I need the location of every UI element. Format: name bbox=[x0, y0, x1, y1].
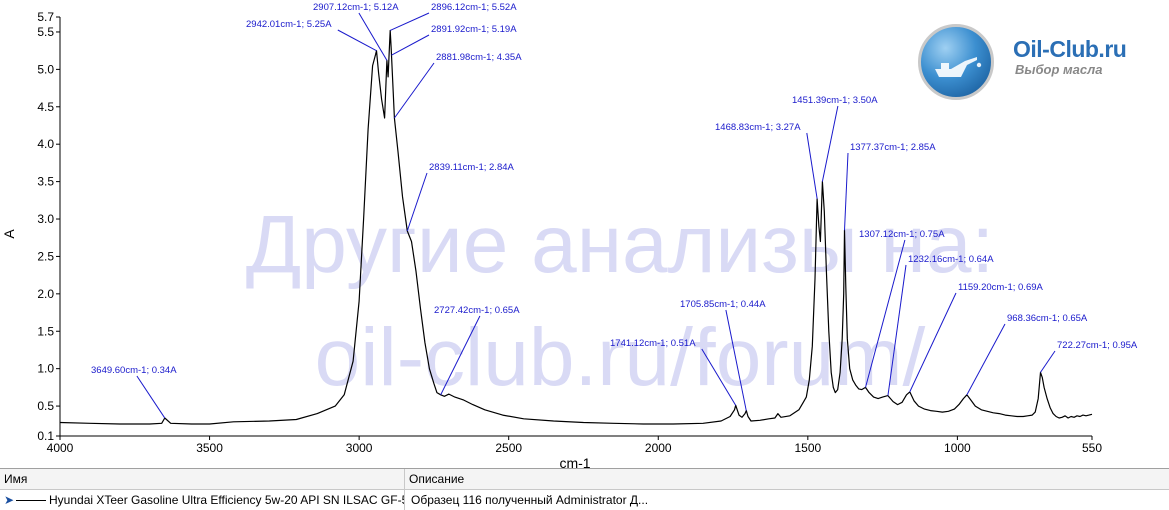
peak-annotation-leader bbox=[865, 239, 906, 388]
legend-row-description[interactable]: Образец 116 полученный Administrator Д..… bbox=[411, 493, 649, 507]
x-tick-label: 4000 bbox=[47, 441, 74, 455]
y-tick-label: 5.0 bbox=[37, 62, 54, 76]
peak-annotation-leader bbox=[844, 152, 849, 231]
peak-annotation-leader bbox=[725, 309, 747, 411]
peak-annotation-leader bbox=[358, 12, 388, 61]
y-axis-title: A bbox=[1, 229, 17, 239]
y-tick-label: 3.5 bbox=[37, 175, 54, 189]
logo-title: Oil-Club.ru bbox=[1013, 36, 1127, 62]
peak-annotation-leader bbox=[406, 172, 428, 232]
peak-annotation-label: 3649.60cm-1; 0.34A bbox=[91, 365, 177, 376]
spectrum-chart: Другие анализы на: oil-club.ru/forum/ 40… bbox=[1, 2, 1148, 468]
x-tick-label: 3000 bbox=[346, 441, 373, 455]
x-tick-label: 550 bbox=[1082, 441, 1102, 455]
peak-annotation-label: 2891.92cm-1; 5.19A bbox=[431, 24, 517, 35]
y-tick-label: 1.0 bbox=[37, 362, 54, 376]
watermark-line-2: oil-club.ru/forum/ bbox=[315, 312, 926, 403]
peak-annotation-leader bbox=[389, 12, 430, 31]
plot-series bbox=[59, 29, 1093, 425]
y-tick-label: 3.0 bbox=[37, 212, 54, 226]
watermark-line-1: Другие анализы на: bbox=[246, 199, 994, 290]
peak-annotation-leader bbox=[394, 62, 435, 119]
peak-annotation-leader bbox=[909, 292, 957, 393]
y-tick-label: 1.5 bbox=[37, 324, 54, 338]
peak-annotation-label: 1468.83cm-1; 3.27A bbox=[715, 122, 801, 133]
y-tick-label: 2.5 bbox=[37, 249, 54, 263]
peak-annotation-leader bbox=[887, 264, 907, 396]
peak-annotation-label: 2881.98cm-1; 4.35A bbox=[436, 52, 522, 63]
peak-annotation-leader bbox=[391, 34, 430, 56]
plot-axes: 4000 3500 3000 2500 2000 1500 1000 550 0.1 0.5 1.0… bbox=[37, 10, 1102, 455]
peak-annotation-label: 2839.11cm-1; 2.84A bbox=[429, 162, 515, 173]
column-header-description[interactable]: Описание bbox=[409, 472, 465, 486]
peak-annotation-leader bbox=[806, 132, 818, 199]
x-tick-label: 3500 bbox=[196, 441, 223, 455]
x-tick-label: 1000 bbox=[944, 441, 971, 455]
y-tick-label: 5.5 bbox=[37, 25, 54, 39]
peak-annotation-label: 1377.37cm-1; 2.85A bbox=[850, 142, 936, 153]
y-tick-label: 4.0 bbox=[37, 137, 54, 151]
peak-annotation-leader bbox=[136, 375, 166, 419]
peak-annotation-leader bbox=[701, 348, 737, 406]
table-row[interactable]: ➤ Hyundai XTeer Gasoline Ultra Efficiency… bbox=[0, 490, 1169, 510]
peak-annotation-label: 1741.12cm-1; 0.51A bbox=[610, 338, 696, 349]
x-tick-label: 1500 bbox=[794, 441, 821, 455]
x-axis-title: cm-1 bbox=[559, 455, 590, 468]
oil-can-icon bbox=[918, 24, 994, 100]
peak-annotation-label: 2896.12cm-1; 5.52A bbox=[431, 2, 517, 13]
y-tick-label: 0.1 bbox=[37, 429, 54, 443]
peak-annotation-label: 2942.01cm-1; 5.25A bbox=[246, 19, 332, 30]
legend-row-name-cell[interactable]: ➤ Hyundai XTeer Gasoline Ultra Efficiency… bbox=[0, 490, 405, 510]
logo-subtitle: Выбор масла bbox=[1015, 62, 1103, 77]
peak-annotation-label: 1705.85cm-1; 0.44A bbox=[680, 299, 766, 310]
column-header-name[interactable]: Имя bbox=[0, 469, 405, 489]
x-tick-label: 2000 bbox=[645, 441, 672, 455]
legend-header: Имя Описание bbox=[0, 469, 1169, 490]
legend-table: Имя Описание ➤ Hyundai XTeer Gasoline Ult… bbox=[0, 468, 1169, 510]
y-tick-label: 5.7 bbox=[37, 10, 54, 24]
legend-row-name: Hyundai XTeer Gasoline Ultra Efficiency … bbox=[49, 493, 405, 507]
peak-annotation-leader bbox=[440, 315, 481, 396]
spectrum-chart-svg: Другие анализы на: oil-club.ru/forum/ 40… bbox=[1, 2, 1138, 468]
series-line-swatch bbox=[16, 500, 46, 502]
peak-annotation-label: 1232.16cm-1; 0.64A bbox=[908, 254, 994, 265]
peak-annotation-leader bbox=[821, 105, 839, 182]
spectrum-line bbox=[59, 29, 1093, 425]
peak-annotation-label: 1307.12cm-1; 0.75A bbox=[859, 229, 945, 240]
peak-annotation-label: 968.36cm-1; 0.65A bbox=[1007, 313, 1088, 324]
row-pointer-icon: ➤ bbox=[4, 493, 15, 507]
peak-annotation-label: 1451.39cm-1; 3.50A bbox=[792, 95, 878, 106]
x-tick-label: 2500 bbox=[495, 441, 522, 455]
peak-annotation-leader bbox=[966, 323, 1006, 396]
peak-annotation-leader bbox=[337, 29, 377, 52]
peak-annotation-label: 722.27cm-1; 0.95A bbox=[1057, 340, 1138, 351]
y-tick-label: 4.5 bbox=[37, 100, 54, 114]
peak-annotation-leader bbox=[1040, 350, 1056, 373]
oil-club-logo: Oil-Club.ru Выбор масла bbox=[918, 22, 1148, 110]
peak-annotation-label: 1159.20cm-1; 0.69A bbox=[958, 282, 1044, 293]
peak-annotation-label: 2727.42cm-1; 0.65A bbox=[434, 305, 520, 316]
peak-annotations: 3649.60cm-1; 0.34A 2942.01cm-1; 5.25A 2907… bbox=[91, 2, 1138, 419]
peak-annotation-label: 2907.12cm-1; 5.12A bbox=[313, 2, 399, 13]
y-tick-label: 2.0 bbox=[37, 287, 54, 301]
watermark: Другие анализы на: oil-club.ru/forum/ bbox=[246, 199, 994, 403]
y-tick-label: 0.5 bbox=[37, 399, 54, 413]
